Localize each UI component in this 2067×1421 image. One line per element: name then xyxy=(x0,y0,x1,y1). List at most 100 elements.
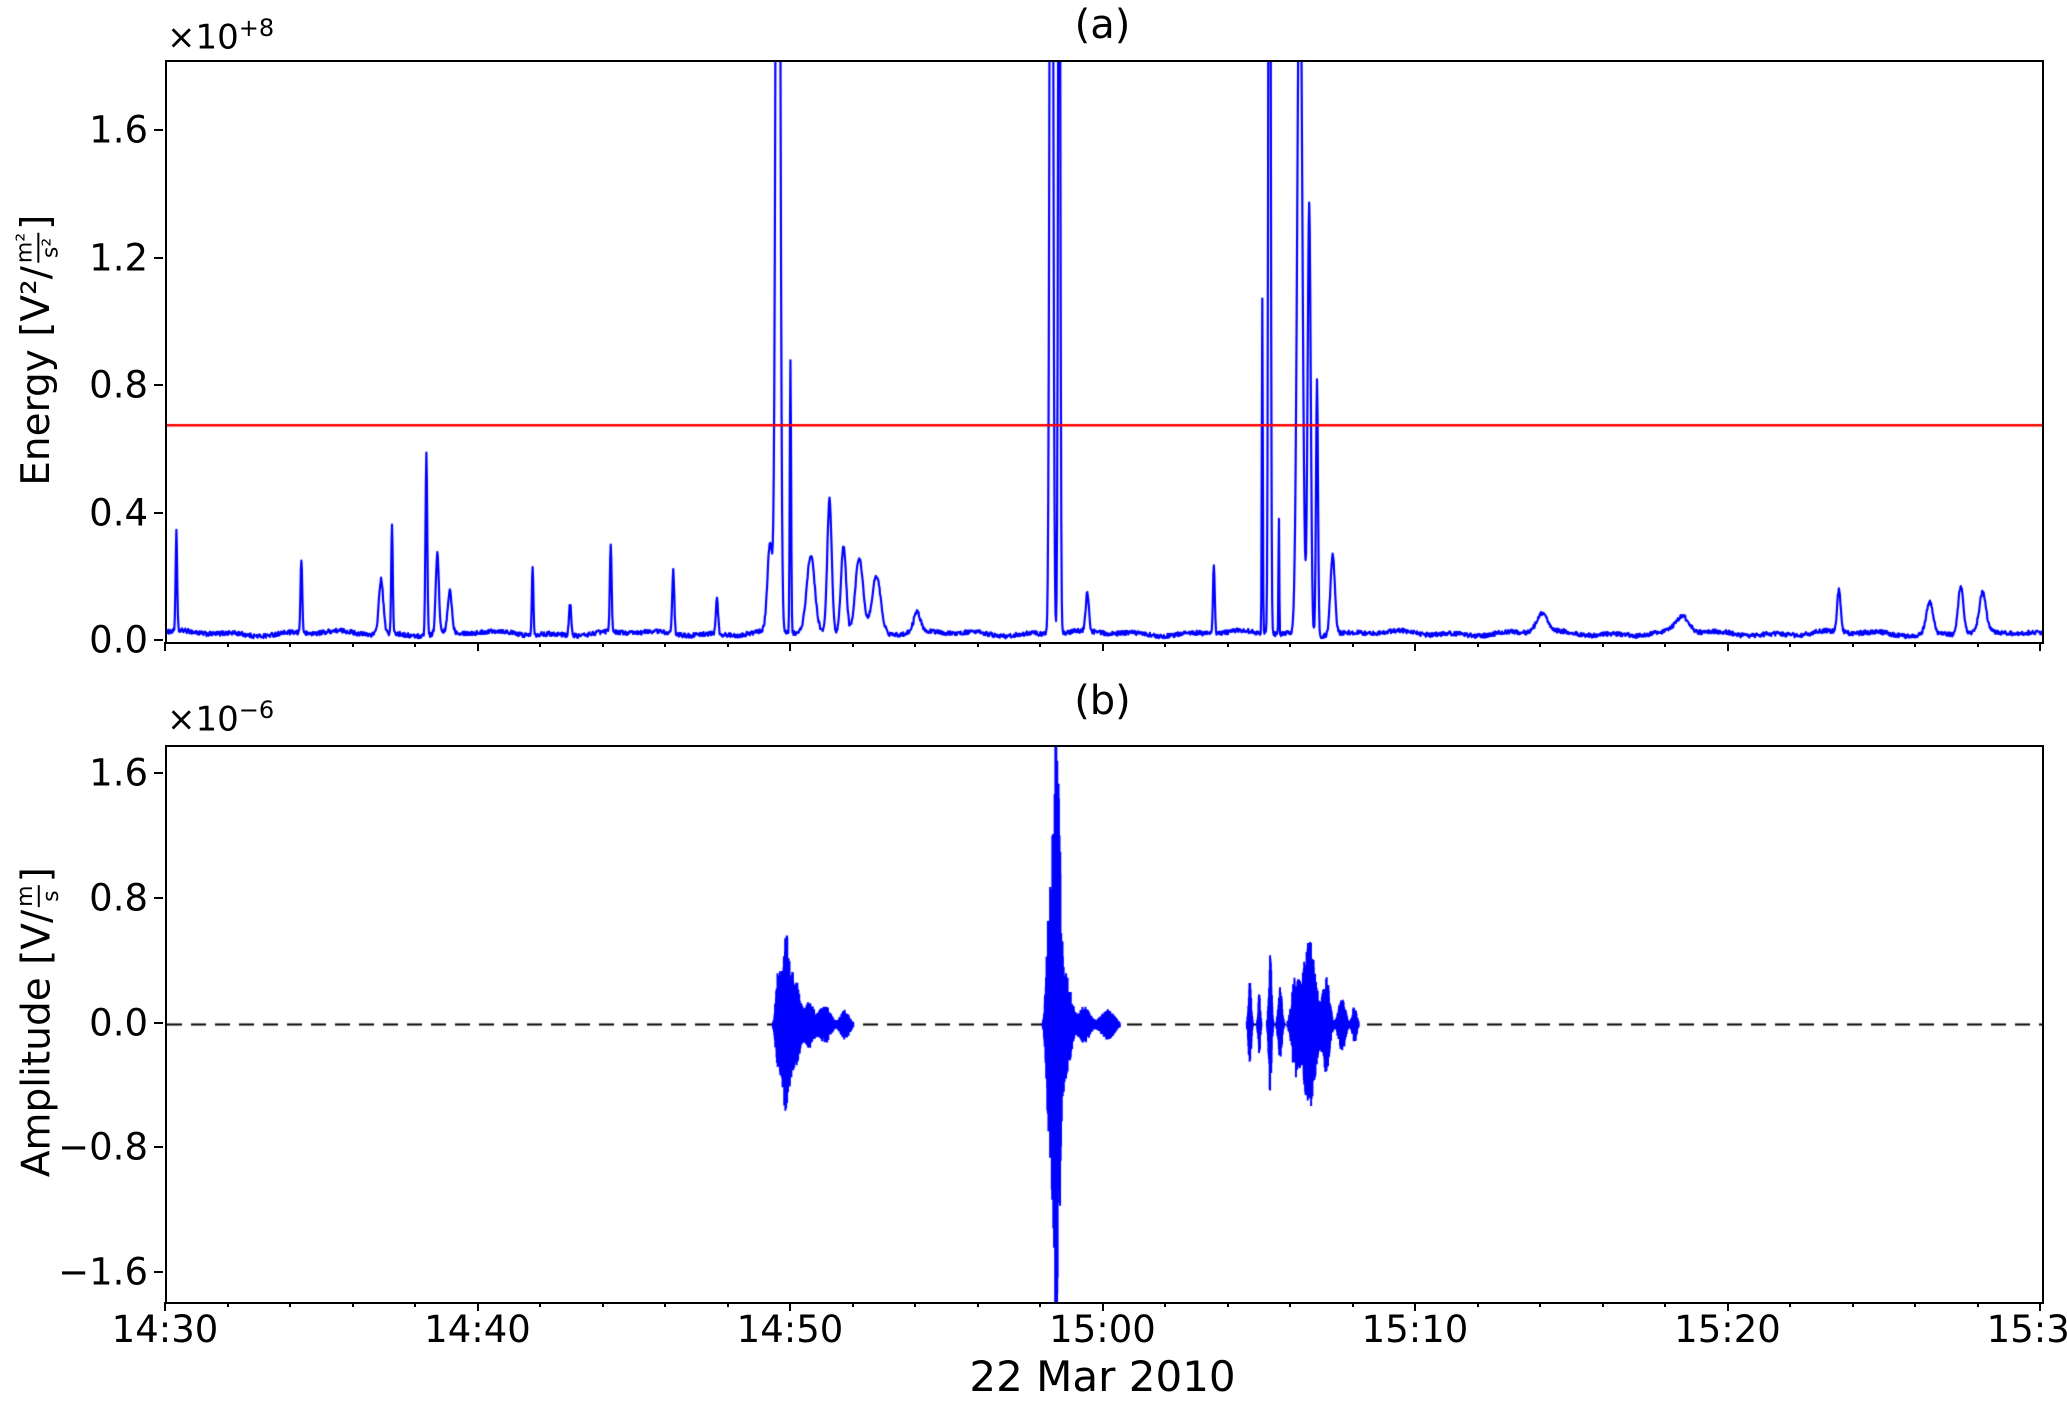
x-minor-tick xyxy=(1914,642,1916,647)
y-tick-label: −0.8 xyxy=(58,1125,148,1169)
y-tick-label: 1.2 xyxy=(89,236,148,280)
x-minor-tick xyxy=(1789,642,1791,647)
x-tick-label: 14:30 xyxy=(111,1308,219,1351)
x-axis-label: 22 Mar 2010 xyxy=(969,1352,1236,1401)
y-tick-label: −1.6 xyxy=(58,1250,148,1294)
x-minor-tick xyxy=(914,1302,916,1307)
x-minor-tick xyxy=(226,1302,229,1307)
x-minor-tick xyxy=(1976,1302,1979,1307)
x-minor-tick xyxy=(976,1302,979,1307)
panel-a-title: (a) xyxy=(1074,2,1131,48)
y-tick-label: 0.0 xyxy=(89,1001,148,1044)
x-minor-tick xyxy=(601,642,604,647)
y-major-tick xyxy=(154,384,163,387)
y-major-tick xyxy=(154,639,163,641)
x-major-tick xyxy=(476,642,479,651)
y-major-tick xyxy=(154,1146,163,1149)
x-minor-tick xyxy=(1476,642,1479,647)
x-minor-tick xyxy=(414,1302,416,1307)
x-minor-tick xyxy=(1664,642,1666,647)
x-major-tick xyxy=(1726,1302,1729,1311)
x-minor-tick xyxy=(726,642,729,647)
fraction-numerator: m² xyxy=(12,232,38,263)
y-major-tick xyxy=(154,1021,163,1024)
x-minor-tick xyxy=(664,642,666,647)
x-minor-tick xyxy=(1601,1302,1604,1307)
x-minor-tick xyxy=(351,1302,354,1307)
x-minor-tick xyxy=(1039,1302,1041,1307)
x-minor-tick xyxy=(1539,1302,1541,1307)
x-major-tick xyxy=(1101,642,1104,651)
x-major-tick xyxy=(789,642,791,651)
x-tick-label: 14:40 xyxy=(424,1308,531,1351)
x-minor-tick xyxy=(1851,642,1854,647)
y-tick-label: 0.0 xyxy=(89,618,148,662)
x-minor-tick xyxy=(851,1302,854,1307)
panel-a-offset-base: ×10 xyxy=(167,17,239,58)
x-major-tick xyxy=(1726,642,1729,651)
x-minor-tick xyxy=(539,642,541,647)
x-minor-tick xyxy=(976,642,979,647)
x-minor-tick xyxy=(289,1302,291,1307)
y-tick-label: 0.8 xyxy=(89,363,148,407)
x-minor-tick xyxy=(1226,1302,1229,1307)
x-tick-label: 15:30 xyxy=(1986,1308,2067,1351)
x-tick-label: 15:10 xyxy=(1361,1308,1469,1351)
x-minor-tick xyxy=(1351,642,1354,647)
panel-a-offset-label: ×10+8 xyxy=(167,14,274,57)
panel-b-offset-exponent: −6 xyxy=(238,696,275,724)
x-major-tick xyxy=(1414,1302,1416,1311)
x-minor-tick xyxy=(1976,642,1979,647)
y-major-tick xyxy=(154,772,163,775)
x-major-tick xyxy=(2039,642,2041,651)
panel-b-offset-label: ×10−6 xyxy=(167,696,274,739)
x-minor-tick xyxy=(414,642,416,647)
panel-b-title: (b) xyxy=(1074,678,1131,724)
x-tick-label: 14:50 xyxy=(736,1308,844,1351)
x-minor-tick xyxy=(726,1302,729,1307)
y-major-tick xyxy=(154,129,163,132)
y-tick-label: 0.4 xyxy=(89,491,148,535)
x-tick-label: 15:20 xyxy=(1674,1308,1781,1351)
x-minor-tick xyxy=(1226,642,1229,647)
x-minor-tick xyxy=(289,642,291,647)
panel-a-offset-exponent: +8 xyxy=(238,14,275,42)
x-minor-tick xyxy=(1539,642,1541,647)
x-minor-tick xyxy=(1789,1302,1791,1307)
x-minor-tick xyxy=(226,642,229,647)
x-major-tick xyxy=(164,642,166,651)
x-minor-tick xyxy=(351,642,354,647)
fraction-numerator: m xyxy=(12,885,38,908)
x-minor-tick xyxy=(1851,1302,1854,1307)
x-major-tick xyxy=(476,1302,479,1311)
x-major-tick xyxy=(1101,1302,1104,1311)
panel-a-plot-area xyxy=(165,60,2044,644)
x-minor-tick xyxy=(539,1302,541,1307)
x-minor-tick xyxy=(1164,642,1166,647)
x-minor-tick xyxy=(1164,1302,1166,1307)
panel-a-ylabel-suffix: ] xyxy=(14,214,60,230)
x-minor-tick xyxy=(914,642,916,647)
x-minor-tick xyxy=(1289,1302,1291,1307)
x-major-tick xyxy=(164,1302,166,1311)
x-minor-tick xyxy=(664,1302,666,1307)
y-major-tick xyxy=(154,511,163,514)
y-tick-label: 0.8 xyxy=(89,876,148,920)
x-minor-tick xyxy=(1914,1302,1916,1307)
y-major-tick xyxy=(154,1270,163,1273)
panel-b-plot-area xyxy=(165,745,2044,1304)
y-major-tick xyxy=(154,896,163,899)
x-minor-tick xyxy=(601,1302,604,1307)
x-minor-tick xyxy=(1351,1302,1354,1307)
x-minor-tick xyxy=(851,642,854,647)
y-tick-label: 1.6 xyxy=(89,751,148,795)
panel-b-offset-base: ×10 xyxy=(167,699,239,740)
x-tick-label: 15:00 xyxy=(1049,1308,1156,1351)
x-major-tick xyxy=(1414,642,1416,651)
x-minor-tick xyxy=(1476,1302,1479,1307)
x-minor-tick xyxy=(1039,642,1041,647)
x-major-tick xyxy=(789,1302,791,1311)
x-minor-tick xyxy=(1601,642,1604,647)
x-minor-tick xyxy=(1289,642,1291,647)
